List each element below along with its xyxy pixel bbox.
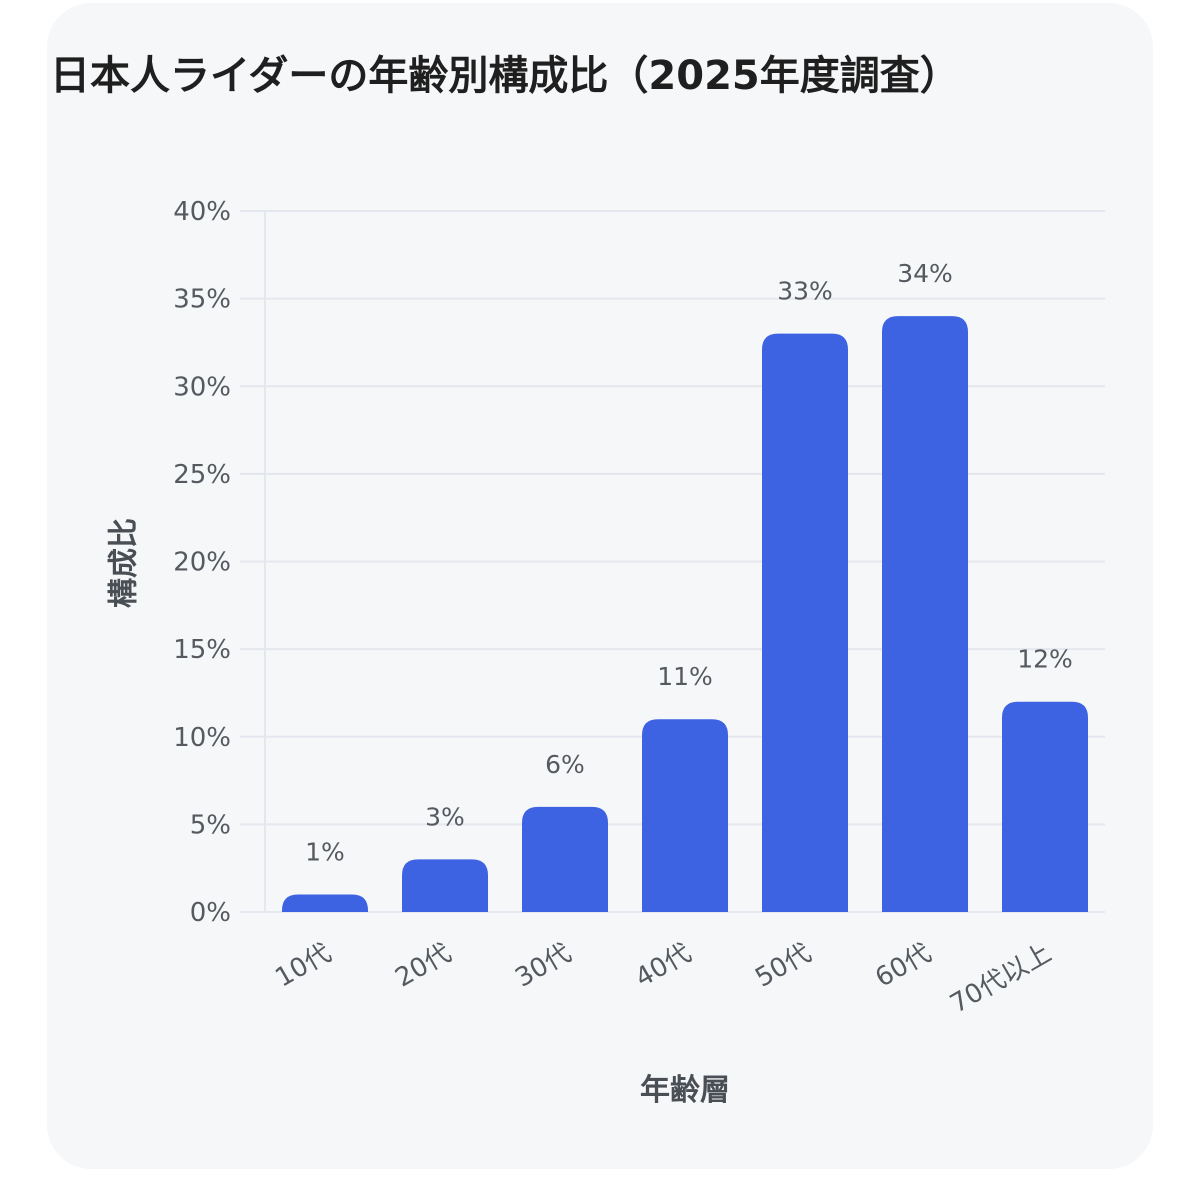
y-tick-label: 25% [173,460,231,490]
chart-card [47,3,1153,1169]
x-tick-label: 30代 [510,938,576,994]
bar [762,333,848,912]
x-tick-label: 60代 [870,938,936,994]
bar [642,719,728,912]
y-tick-label: 5% [190,810,231,840]
bar [882,316,968,912]
bar [402,859,488,912]
data-labels: 1% 3% 6% 11% 33% 34% 12% [305,259,1073,866]
x-axis-title: 年齢層 [640,1073,730,1108]
bar [522,806,608,912]
bars [282,316,1088,912]
data-label: 33% [777,277,833,306]
y-tick-label: 0% [190,898,231,928]
data-label: 34% [897,259,953,288]
y-tick-label: 30% [173,372,231,402]
x-tick-label: 50代 [750,938,816,994]
x-tick-label: 20代 [390,938,456,994]
y-tick-label: 20% [173,548,231,578]
y-tick-label: 35% [173,285,231,315]
x-tick-label: 10代 [270,938,336,994]
bar [1002,701,1088,912]
chart-title: 日本人ライダーの年齢別構成比（2025年度調査） [50,53,960,99]
data-label: 12% [1017,645,1073,674]
y-tick-label: 10% [173,723,231,753]
bar [282,894,368,912]
x-tick-label: 40代 [630,938,696,994]
data-label: 3% [425,802,465,831]
data-label: 11% [657,662,713,691]
y-axis-title: 構成比 [107,518,142,608]
data-label: 6% [545,750,585,779]
data-label: 1% [305,837,345,866]
y-tick-label: 15% [173,635,231,665]
y-axis-ticks: 0% 5% 10% 15% 20% 25% 30% 35% 40% [173,197,231,928]
x-axis-ticks: 10代 20代 30代 40代 50代 60代 70代以上 [270,938,1056,1020]
y-tick-label: 40% [173,197,231,227]
x-tick-label: 70代以上 [945,938,1056,1020]
